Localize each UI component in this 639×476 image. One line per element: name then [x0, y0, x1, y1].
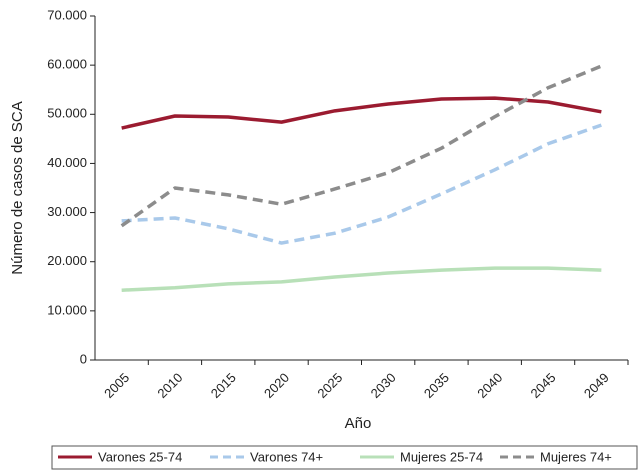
- legend-label: Varones 25-74: [98, 449, 182, 464]
- y-tick-label: 40.000: [47, 155, 87, 170]
- y-tick-label: 50.000: [47, 106, 87, 121]
- y-tick-label: 60.000: [47, 57, 87, 72]
- y-tick-label: 70.000: [47, 7, 87, 22]
- series-line: [121, 123, 602, 245]
- series-line: [121, 266, 602, 292]
- legend-label: Mujeres 25-74: [400, 449, 483, 464]
- x-tick-label: 2005: [101, 370, 132, 401]
- x-tick-label: 2015: [208, 370, 239, 401]
- x-tick-label: 2040: [474, 370, 505, 401]
- legend-label: Mujeres 74+: [540, 449, 612, 464]
- x-tick-label: 2010: [154, 370, 185, 401]
- series-line: [120, 64, 603, 228]
- x-tick-label: 2035: [421, 370, 452, 401]
- x-tick-label: 2025: [314, 370, 345, 401]
- x-tick-label: 2045: [528, 370, 559, 401]
- legend-label: Varones 74+: [250, 449, 323, 464]
- x-tick-label: 2049: [581, 370, 612, 401]
- y-tick-label: 30.000: [47, 204, 87, 219]
- y-axis-label: Número de casos de SCA: [9, 101, 26, 274]
- y-tick-label: 10.000: [47, 302, 87, 317]
- x-tick-label: 2030: [368, 370, 399, 401]
- y-tick-label: 20.000: [47, 253, 87, 268]
- series-line: [121, 96, 602, 130]
- legend-box: [51, 445, 638, 470]
- y-tick-label: 0: [80, 351, 87, 366]
- x-axis-label: Año: [345, 415, 372, 432]
- x-tick-label: 2020: [261, 370, 292, 401]
